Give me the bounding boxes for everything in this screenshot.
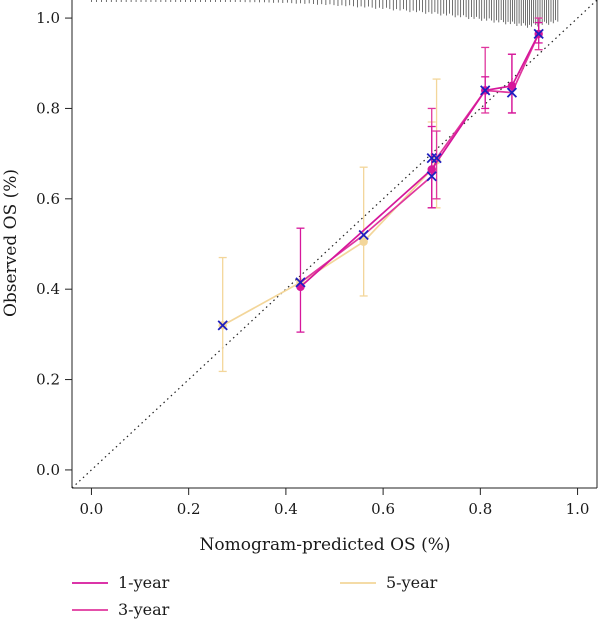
x-tick-label: 0.2 — [177, 500, 201, 518]
cross-marker — [431, 153, 442, 164]
data-point-1-year — [427, 165, 436, 174]
series-line-3-year — [299, 33, 540, 284]
y-tick-label: 0.0 — [36, 461, 60, 479]
y-tick-label: 1.0 — [36, 9, 60, 27]
legend-label-5-year: 5-year — [386, 573, 438, 592]
cross-stroke — [506, 87, 518, 98]
x-tick-label: 0.6 — [371, 500, 395, 518]
y-axis-label: Observed OS (%) — [1, 169, 21, 317]
cross-marker — [358, 229, 369, 241]
axes: 0.0 0.2 0.4 0.6 0.8 1.0 0.0 0.2 0.4 0.6 0.8 1.0 — [36, 0, 598, 518]
x-tick-label: 0.4 — [274, 500, 298, 518]
data-point-1-year — [296, 282, 305, 292]
cross-stroke — [533, 28, 544, 40]
cross-marker — [426, 171, 437, 182]
x-tick-label: 1.0 — [566, 500, 590, 518]
series-line-1-year — [299, 33, 540, 288]
cross-marker — [533, 28, 544, 40]
x-axis-label: Nomogram-predicted OS (%) — [200, 535, 451, 555]
x-tick-label: 0.8 — [468, 500, 492, 518]
legend-label-3-year: 3-year — [118, 600, 170, 619]
y-tick-label: 0.2 — [36, 371, 60, 389]
cross-stroke — [295, 277, 306, 288]
cross-marker — [217, 320, 228, 331]
cross-stroke — [426, 171, 437, 182]
cross-stroke — [358, 229, 369, 241]
data-point-1-year — [507, 81, 517, 91]
cross-stroke — [217, 320, 228, 331]
legend-label-1-year: 1-year — [118, 573, 170, 592]
y-tick-label: 0.8 — [36, 99, 60, 117]
y-tick-label: 0.4 — [36, 280, 60, 298]
cross-marker — [506, 87, 518, 98]
cross-stroke — [480, 85, 491, 96]
y-tick-label: 0.6 — [36, 190, 60, 208]
cross-stroke — [431, 153, 442, 164]
marker-layer — [217, 28, 544, 331]
cross-marker — [295, 277, 306, 288]
legend: 1-year 3-year 5-year — [72, 573, 438, 619]
data-point-5-year — [359, 237, 368, 246]
series-line-5-year — [222, 160, 438, 327]
x-tick-label: 0.0 — [80, 500, 104, 518]
series-layer — [218, 17, 543, 373]
rug-ticks — [91, 0, 559, 28]
cross-marker — [480, 85, 491, 96]
